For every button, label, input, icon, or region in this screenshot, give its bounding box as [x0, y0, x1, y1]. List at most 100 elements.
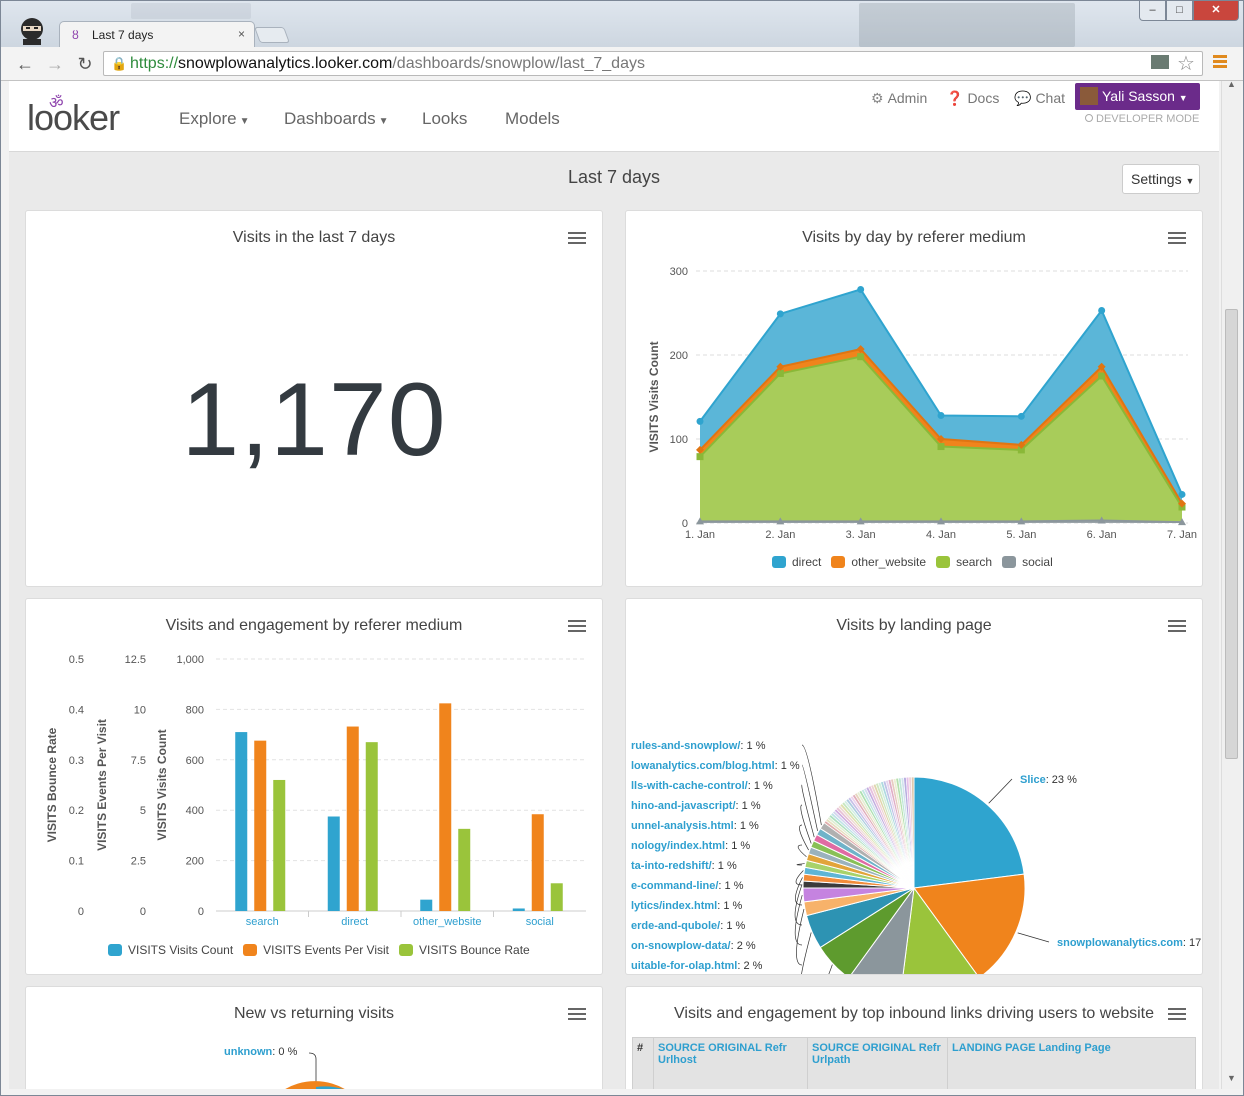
pie-label: uitable-for-olap.html: 2 %	[631, 960, 763, 972]
background-window-blur	[859, 3, 1075, 47]
bar	[254, 740, 267, 911]
nav-explore[interactable]: Explore ▼	[179, 109, 250, 129]
pie-label: snowplowanalytics.com: 17 %	[1057, 937, 1203, 949]
address-bar[interactable]: 🔒 https://snowplowanalytics.looker.com/d…	[103, 51, 1203, 76]
browser-toolbar: ← → ↻ 🔒 https://snowplowanalytics.looker…	[1, 47, 1243, 81]
legend-swatch	[831, 556, 846, 568]
y-tick-label: 0	[78, 906, 84, 918]
legend-item[interactable]: VISITS Bounce Rate	[398, 943, 530, 957]
data-point	[856, 345, 865, 354]
data-point	[776, 517, 785, 525]
bookmark-star-icon[interactable]: ☆	[1177, 53, 1195, 75]
legend-item[interactable]: search	[936, 555, 992, 569]
pie-slice	[913, 776, 1025, 889]
chat-link[interactable]: 💬 Chat	[1014, 90, 1065, 107]
pie-label-pct: : 1 %	[736, 800, 761, 812]
extension-flag-icon[interactable]	[1151, 55, 1169, 69]
data-point	[937, 517, 945, 525]
y-tick-label: 7.5	[131, 755, 146, 767]
minimize-button[interactable]: –	[1139, 1, 1166, 21]
y-axis-label: VISITS Bounce Rate	[45, 727, 59, 842]
forward-arrow-icon[interactable]: →	[46, 54, 64, 74]
nav-looks[interactable]: Looks	[422, 109, 468, 128]
developer-mode-toggle[interactable]: DEVELOPER MODE	[1085, 113, 1199, 125]
radio-circle-icon	[1085, 114, 1093, 122]
pie-chart-partial	[285, 1052, 345, 1089]
nav-dashboards-label: Dashboards	[284, 109, 376, 128]
table-col-refr-urlhost[interactable]: SOURCE ORIGINAL Refr Urlhost	[653, 1038, 807, 1089]
y-axis-label: VISITS Events Per Visit	[95, 719, 109, 851]
tile-menu-icon[interactable]	[1168, 620, 1186, 635]
x-tick-label: direct	[341, 916, 368, 928]
legend-item[interactable]: VISITS Visits Count	[108, 943, 233, 957]
nav-explore-label: Explore	[179, 109, 237, 128]
admin-link[interactable]: ⚙ Admin	[871, 90, 927, 107]
nav-dashboards[interactable]: Dashboards ▼	[284, 109, 389, 129]
avatar	[1080, 87, 1098, 105]
scrollbar-thumb[interactable]	[1225, 309, 1238, 759]
pie-label: on-snowplow-data/: 2 %	[631, 940, 756, 952]
caret-down-icon: ▼	[1185, 176, 1195, 186]
table-col-landing-page[interactable]: LANDING PAGE Landing Page	[947, 1038, 1197, 1089]
pie-label-name: nology/index.html	[631, 840, 725, 852]
table-col-index[interactable]: #	[637, 1042, 644, 1054]
new-tab-button[interactable]	[254, 27, 290, 43]
legend-item[interactable]: other_website	[831, 555, 926, 569]
y-tick-label: 2.5	[131, 856, 146, 868]
x-tick-label: other_website	[413, 916, 482, 928]
data-point	[856, 517, 865, 525]
page-scrollbar[interactable]: ▲ ▼	[1221, 79, 1241, 1089]
bar	[439, 703, 452, 911]
y-axis-label: VISITS Visits Count	[155, 729, 169, 840]
x-tick-label: 7. Jan	[1167, 529, 1197, 541]
bar	[327, 816, 340, 911]
x-tick-label: social	[526, 916, 554, 928]
legend-swatch	[772, 556, 786, 568]
pie-label-name: hino-and-javascript/	[631, 800, 736, 812]
scroll-up-icon[interactable]: ▲	[1227, 79, 1236, 89]
pie-connector	[799, 824, 809, 851]
caret-down-icon: ▼	[378, 116, 389, 127]
bar	[550, 883, 563, 911]
chart-legend: VISITS Visits Count VISITS Events Per Vis…	[108, 943, 540, 957]
docs-link[interactable]: ❓ Docs	[946, 90, 999, 107]
tile-menu-icon[interactable]	[568, 620, 586, 635]
tab-last-7-days[interactable]: ȣ Last 7 days ×	[59, 21, 255, 47]
table-col-refr-urlpath[interactable]: SOURCE ORIGINAL Refr Urlpath	[807, 1038, 947, 1089]
legend-item[interactable]: social	[1002, 555, 1053, 569]
scroll-down-icon[interactable]: ▼	[1227, 1073, 1236, 1083]
back-arrow-icon[interactable]: ←	[16, 54, 34, 74]
close-window-button[interactable]: ✕	[1193, 1, 1239, 21]
tile-menu-icon[interactable]	[1168, 1008, 1186, 1023]
looker-logo[interactable]: looker ॐ	[27, 95, 120, 139]
data-point	[1178, 499, 1186, 508]
tile-menu-icon[interactable]	[1168, 232, 1186, 247]
x-tick-label: search	[246, 916, 279, 928]
pie-connector	[801, 744, 822, 826]
reload-icon[interactable]: ↻	[77, 54, 93, 74]
legend-item[interactable]: direct	[772, 555, 821, 569]
maximize-button[interactable]: □	[1166, 1, 1193, 21]
bar	[531, 814, 544, 911]
pie-label-name: uitable-for-olap.html	[631, 960, 737, 972]
user-menu-button[interactable]: Yali Sasson ▼	[1075, 83, 1200, 110]
y-tick-label: 800	[186, 704, 204, 716]
settings-button[interactable]: Settings ▼	[1122, 164, 1200, 194]
pie-label-name: unknown	[224, 1046, 273, 1058]
x-tick-label: 4. Jan	[926, 529, 956, 541]
legend-swatch	[1002, 556, 1017, 568]
y-tick-label: 200	[670, 350, 688, 362]
tab-title: Last 7 days	[92, 28, 154, 42]
legend-label: VISITS Bounce Rate	[418, 943, 530, 957]
browser-menu-icon[interactable]	[1213, 55, 1227, 70]
data-point	[1097, 362, 1106, 371]
legend-item[interactable]: VISITS Events Per Visit	[243, 943, 389, 957]
tile-menu-icon[interactable]	[568, 232, 586, 247]
tab-close-icon[interactable]: ×	[237, 27, 245, 41]
question-icon: ❓	[946, 90, 964, 106]
tile-menu-icon[interactable]	[568, 1008, 586, 1023]
background-window-blur	[131, 3, 251, 19]
gear-icon: ⚙	[871, 90, 884, 106]
tile-title: Visits and engagement by top inbound lin…	[674, 1005, 1154, 1022]
nav-models[interactable]: Models	[505, 109, 560, 128]
